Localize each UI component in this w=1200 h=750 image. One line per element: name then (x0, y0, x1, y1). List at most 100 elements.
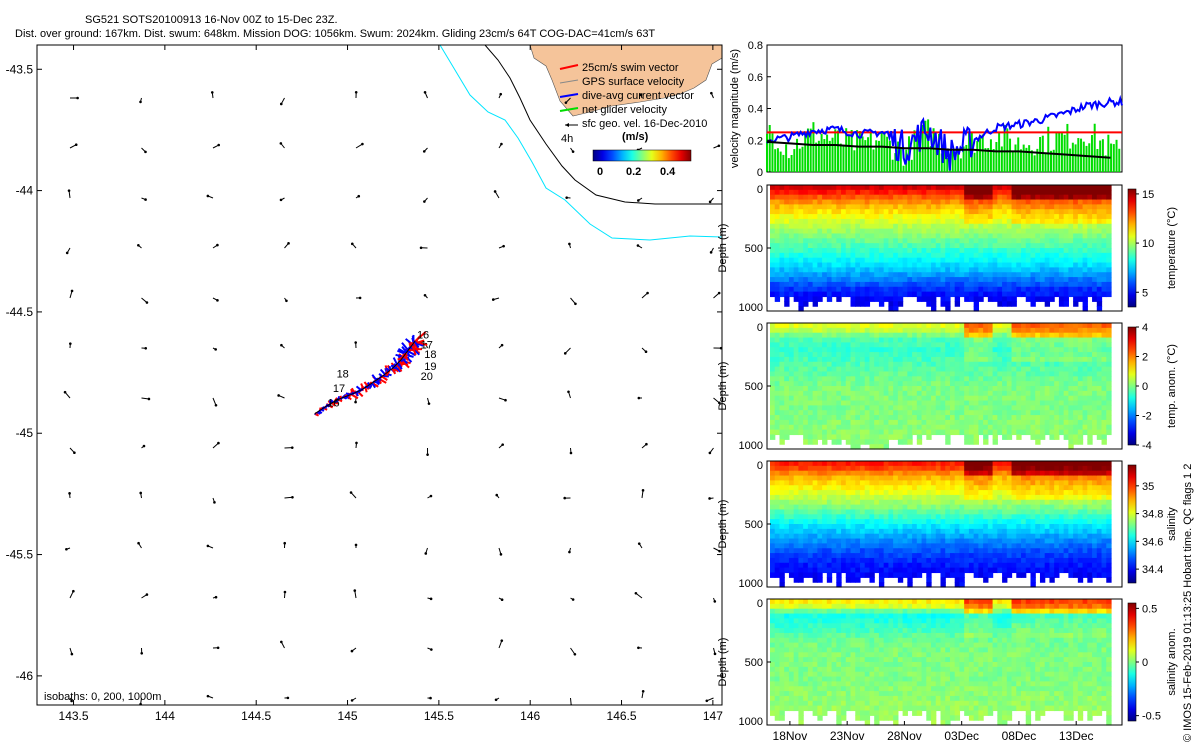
heatmap-cell (798, 361, 804, 368)
sfc-velocity-arrowhead (705, 699, 709, 703)
heatmap-cell (826, 405, 833, 411)
heatmap-cell (916, 281, 923, 288)
heatmap-cell (997, 204, 1003, 210)
heatmap-cell (817, 296, 823, 302)
heatmap-cell (770, 400, 776, 406)
heatmap-cell (803, 567, 809, 574)
heatmap-cell (921, 410, 927, 416)
heatmap-cell (902, 386, 908, 392)
heatmap-cell (926, 395, 932, 402)
heatmap-cell (774, 366, 781, 373)
heatmap-cell (784, 228, 790, 235)
heatmap-cell (940, 189, 946, 196)
heatmap-cell (1082, 366, 1088, 373)
heatmap-cell (1030, 267, 1036, 273)
heatmap-cell (812, 410, 818, 416)
heatmap-cell (949, 281, 956, 288)
heatmap-cell (784, 347, 790, 353)
heatmap-cell (855, 419, 861, 426)
heatmap-cell (926, 429, 932, 436)
heatmap-cell (959, 381, 965, 387)
heatmap-cell (1006, 386, 1013, 392)
heatmap-cell (841, 490, 847, 496)
heatmap-cell (1092, 262, 1098, 268)
heatmap-cell (1077, 376, 1084, 382)
heatmap-cell (1011, 410, 1017, 416)
heatmap-cell (841, 424, 847, 431)
heatmap-cell (997, 281, 1003, 288)
heatmap-cell (1002, 323, 1008, 329)
heatmap-cell (836, 223, 842, 230)
swim-vector (364, 387, 368, 393)
heatmap-cell (855, 347, 861, 353)
heatmap-cell (1058, 272, 1065, 278)
heatmap-cell (931, 342, 937, 348)
heatmap-cell (1068, 424, 1074, 431)
heatmap-cell (916, 514, 923, 520)
heatmap-cell (987, 209, 994, 215)
heatmap-cell (907, 332, 913, 339)
sfc-velocity-arrowhead (500, 343, 504, 347)
heatmap-cell (926, 366, 932, 373)
heatmap-cell (921, 267, 927, 273)
heatmap-cell (1106, 204, 1112, 210)
heatmap-cell (831, 277, 837, 283)
heatmap-cell (831, 567, 837, 574)
heatmap-cell (916, 395, 923, 402)
heatmap-cell (997, 233, 1003, 239)
heatmap-cell (1082, 352, 1088, 358)
heatmap-cell (855, 194, 861, 201)
heatmap-cell (770, 199, 776, 205)
heatmap-cell (836, 342, 842, 348)
heatmap-cell (888, 185, 894, 191)
heatmap-cell (1106, 337, 1112, 343)
heatmap-cell (973, 252, 979, 259)
sfc-velocity-arrowhead (216, 243, 219, 247)
heatmap-cell (803, 352, 809, 358)
heatmap-cell (1006, 223, 1013, 230)
heatmap-cell (874, 465, 880, 472)
heatmap-cell (859, 262, 866, 268)
heatmap-cell (831, 400, 837, 406)
heatmap-cell (1077, 381, 1084, 387)
heatmap-cell (1044, 199, 1051, 205)
heatmap-cell (949, 381, 956, 387)
heatmap-cell (1106, 218, 1112, 225)
heatmap-cell (978, 356, 984, 363)
heatmap-cell (878, 543, 885, 549)
heatmap-cell (883, 504, 890, 511)
heatmap-cell (912, 465, 918, 472)
heatmap-cell (1021, 323, 1027, 329)
heatmap-cell (874, 553, 880, 559)
day-label: 20 (421, 371, 433, 383)
heatmap-cell (1092, 429, 1098, 436)
heatmap-cell (1002, 218, 1008, 225)
heatmap-cell (1002, 419, 1008, 426)
heatmap-cell (1011, 323, 1017, 329)
heatmap-cell (916, 366, 923, 373)
heatmap-cell (1006, 272, 1013, 278)
sfc-velocity-arrowhead (569, 451, 573, 455)
heatmap-cell (883, 424, 890, 431)
heatmap-cell (779, 286, 785, 293)
heatmap-cell (855, 480, 861, 486)
heatmap-cell (869, 189, 875, 196)
heatmap-cell (845, 424, 852, 431)
heatmap-cell (912, 347, 918, 353)
heatmap-cell (793, 356, 800, 363)
heatmap-cell (1092, 337, 1098, 343)
heatmap-cell (883, 548, 890, 554)
heatmap-cell (1025, 267, 1032, 273)
heatmap-cell (921, 405, 927, 411)
heatmap-cell (916, 356, 923, 363)
heatmap-cell (855, 185, 861, 191)
cbar-tick-label: 5 (1142, 287, 1148, 299)
heatmap-cell (968, 286, 975, 293)
heatmap-cell (878, 214, 885, 220)
heatmap-cell (869, 424, 875, 431)
heatmap-cell (798, 214, 804, 220)
heatmap-cell (855, 366, 861, 373)
heatmap-cell (788, 509, 795, 515)
heatmap-cell (841, 461, 847, 467)
heatmap-cell (921, 228, 927, 235)
